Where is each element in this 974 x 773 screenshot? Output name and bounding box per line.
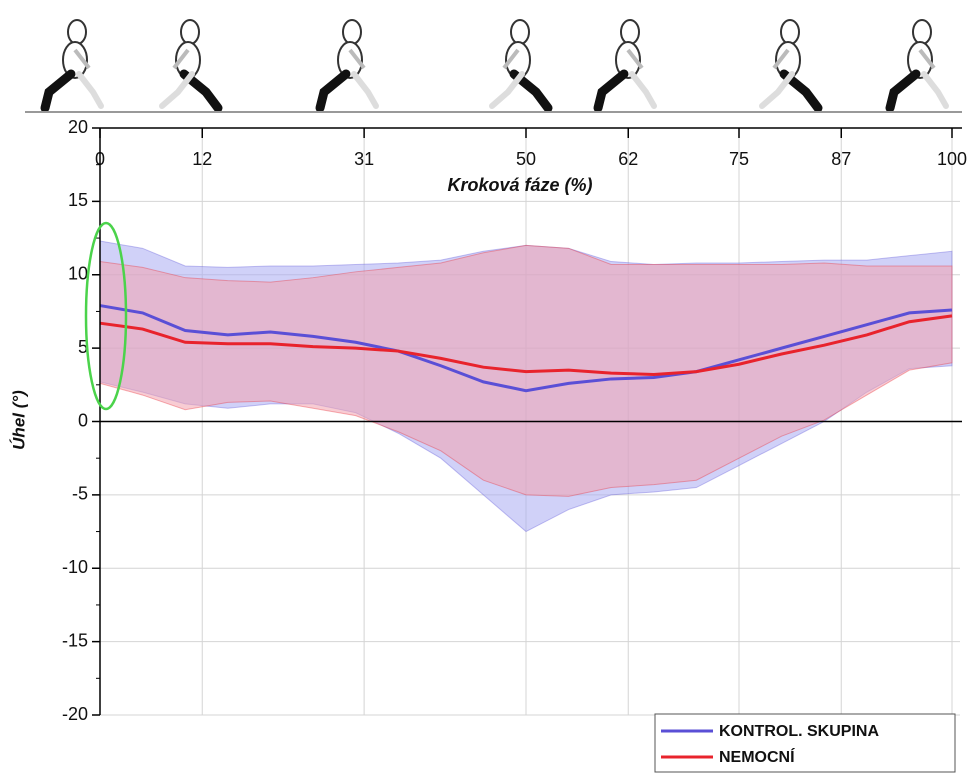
- y-tick-label: 20: [68, 117, 88, 137]
- x-tick-label: 31: [354, 149, 374, 169]
- figure-leg: [45, 74, 71, 108]
- figure-leg: [354, 74, 376, 106]
- x-tick-label: 12: [192, 149, 212, 169]
- chart: 0123150627587100-20-15-10-505101520 Krok…: [0, 0, 974, 773]
- y-axis-label: Úhel (°): [9, 390, 28, 450]
- y-tick-label: -10: [62, 557, 88, 577]
- walking-figures: [45, 20, 946, 108]
- figure-leg: [162, 74, 192, 106]
- y-tick-label: 15: [68, 190, 88, 210]
- x-tick-label: 75: [729, 149, 749, 169]
- y-tick-label: -5: [72, 484, 88, 504]
- figure-head: [343, 20, 361, 44]
- figure-head: [511, 20, 529, 44]
- figure-leg: [890, 74, 916, 108]
- figure-leg: [924, 74, 946, 106]
- figure-head: [913, 20, 931, 44]
- figure-leg: [598, 74, 624, 108]
- figure-head: [621, 20, 639, 44]
- figure-head: [68, 20, 86, 44]
- x-tick-label: 100: [937, 149, 967, 169]
- bands: [100, 241, 952, 532]
- figure-leg: [320, 74, 346, 108]
- figure-leg: [632, 74, 654, 106]
- y-tick-label: -20: [62, 704, 88, 724]
- legend-label: NEMOCNÍ: [719, 747, 795, 766]
- y-tick-label: 0: [78, 410, 88, 430]
- figure-leg: [79, 74, 101, 106]
- figure-leg: [492, 74, 522, 106]
- figure-head: [181, 20, 199, 44]
- legend: KONTROL. SKUPINA NEMOCNÍ: [655, 714, 955, 772]
- x-axis-label: Kroková fáze (%): [447, 175, 592, 195]
- figure-head: [781, 20, 799, 44]
- y-tick-label: 10: [68, 264, 88, 284]
- y-tick-label: -15: [62, 630, 88, 650]
- x-tick-label: 50: [516, 149, 536, 169]
- x-tick-label: 87: [831, 149, 851, 169]
- figure-leg: [762, 74, 792, 106]
- legend-label: KONTROL. SKUPINA: [719, 723, 879, 740]
- x-tick-label: 62: [618, 149, 638, 169]
